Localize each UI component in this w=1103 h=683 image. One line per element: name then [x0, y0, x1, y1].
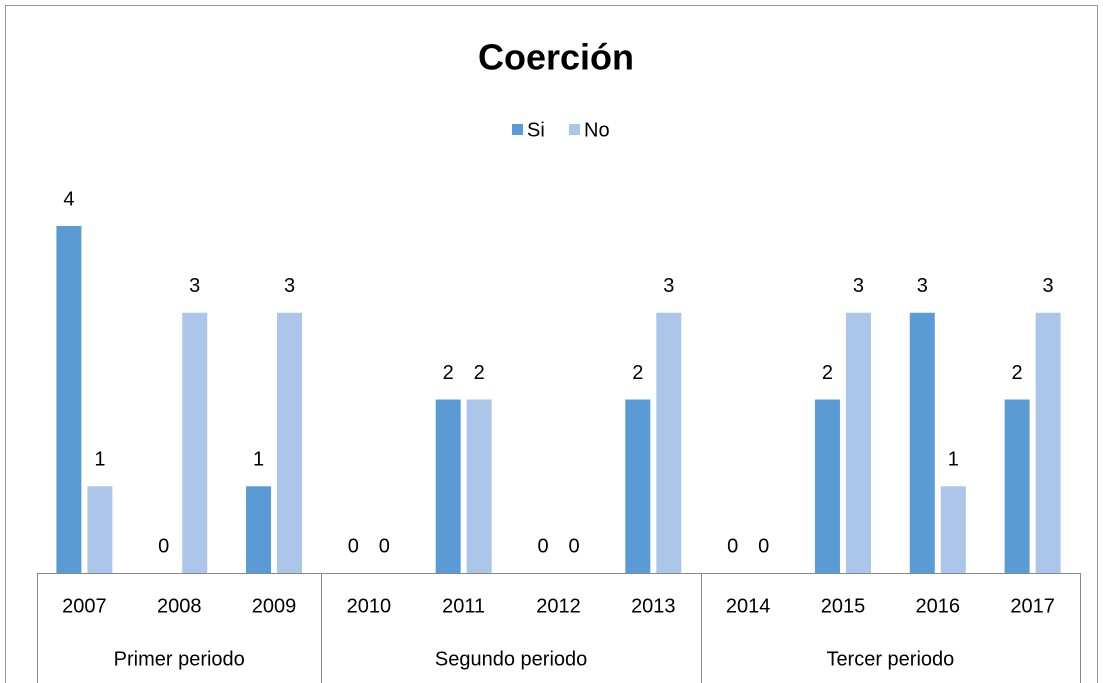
bar: [435, 399, 461, 573]
group-label: Primer periodo: [114, 648, 245, 670]
x-tick-label: 2009: [252, 595, 297, 617]
data-label: 2: [632, 362, 643, 384]
data-label: 0: [537, 535, 548, 557]
data-label: 1: [253, 449, 264, 471]
chart-border: [5, 5, 1098, 683]
data-label: 1: [948, 449, 959, 471]
group-label: Tercer periodo: [826, 648, 954, 670]
x-tick-label: 2013: [631, 595, 676, 617]
data-label: 3: [663, 275, 674, 297]
data-label: 0: [727, 535, 738, 557]
bar: [277, 312, 303, 573]
data-label: 0: [379, 535, 390, 557]
data-label: 2: [443, 362, 454, 384]
bar: [625, 399, 651, 573]
data-label: 0: [758, 535, 769, 557]
data-label: 3: [189, 275, 200, 297]
x-tick-label: 2012: [536, 595, 581, 617]
data-label: 3: [917, 275, 928, 297]
bar: [656, 312, 682, 573]
bar: [466, 399, 492, 573]
data-label: 3: [1043, 275, 1054, 297]
bar: [1004, 399, 1030, 573]
legend-swatch: [569, 124, 580, 135]
data-label: 0: [158, 535, 169, 557]
x-tick-label: 2010: [347, 595, 392, 617]
legend-label: Si: [527, 119, 545, 141]
bar: [56, 226, 82, 573]
x-tick-label: 2014: [726, 595, 771, 617]
bar: [814, 399, 840, 573]
data-label: 3: [284, 275, 295, 297]
x-tick-label: 2011: [442, 595, 485, 617]
bar: [940, 486, 966, 573]
bar: [1035, 312, 1061, 573]
data-label: 3: [853, 275, 864, 297]
bar: [246, 486, 272, 573]
x-tick-label: 2015: [821, 595, 866, 617]
data-label: 0: [568, 535, 579, 557]
bar: [182, 312, 208, 573]
x-tick-label: 2007: [62, 595, 107, 617]
x-tick-label: 2017: [1010, 595, 1055, 617]
data-label: 2: [822, 362, 833, 384]
legend-label: No: [584, 119, 610, 141]
bar: [845, 312, 871, 573]
data-label: 2: [1012, 362, 1023, 384]
bar: [87, 486, 113, 573]
x-tick-label: 2008: [157, 595, 202, 617]
x-tick-label: 2016: [916, 595, 961, 617]
data-label: 1: [94, 449, 105, 471]
data-label: 2: [474, 362, 485, 384]
data-label: 4: [63, 188, 74, 210]
chart-title: Coerción: [478, 37, 634, 78]
legend-swatch: [512, 124, 523, 135]
bar: [909, 312, 935, 573]
data-label: 0: [348, 535, 359, 557]
group-label: Segundo periodo: [435, 648, 587, 670]
